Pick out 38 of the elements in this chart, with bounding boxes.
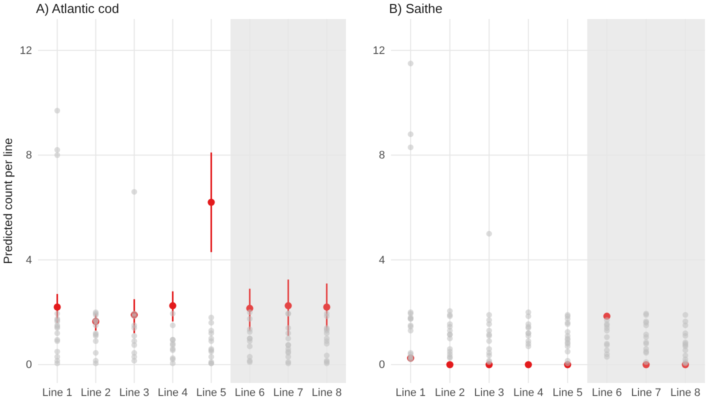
x-tick-label: Line 1 [396, 386, 426, 398]
y-tick-label: 0 [378, 359, 385, 372]
point [603, 312, 610, 320]
point [642, 361, 650, 368]
point [54, 303, 61, 311]
y-tick-label: 12 [372, 44, 385, 57]
x-tick-label: Line 3 [474, 386, 504, 398]
y-tick-label: 0 [26, 359, 32, 372]
chart-title: B) Saithe [389, 1, 442, 16]
x-tick-label: Line 8 [670, 386, 700, 398]
x-tick-label: Line 6 [234, 386, 265, 398]
x-tick-label: Line 6 [592, 386, 622, 398]
x-tick-label: Line 8 [312, 386, 342, 398]
y-tick-label: 4 [378, 254, 385, 266]
x-tick-label: Line 4 [158, 386, 188, 398]
y-tick-label: 12 [20, 44, 32, 57]
x-tick-label: Line 7 [631, 386, 662, 398]
y-tick-label: 8 [378, 150, 385, 162]
x-tick-label: Line 5 [552, 386, 583, 398]
x-tick-label: Line 5 [196, 386, 226, 398]
chart-title: A) Atlantic cod [36, 1, 120, 16]
y-axis-title: Predicted count per line [1, 138, 15, 264]
y-tick-label: 8 [26, 150, 32, 162]
point [284, 302, 292, 310]
x-tick-label: Line 2 [434, 386, 465, 398]
x-tick-label: Line 3 [119, 386, 150, 398]
point [323, 303, 330, 311]
point [446, 361, 454, 368]
point [246, 304, 254, 312]
point [208, 198, 215, 206]
point [169, 302, 176, 310]
x-tick-label: Line 7 [273, 386, 304, 398]
x-tick-label: Line 2 [80, 386, 111, 398]
x-tick-label: Line 1 [42, 386, 72, 398]
x-tick-label: Line 4 [513, 386, 544, 398]
point [486, 361, 493, 368]
y-tick-label: 4 [26, 254, 32, 266]
point [524, 361, 532, 368]
